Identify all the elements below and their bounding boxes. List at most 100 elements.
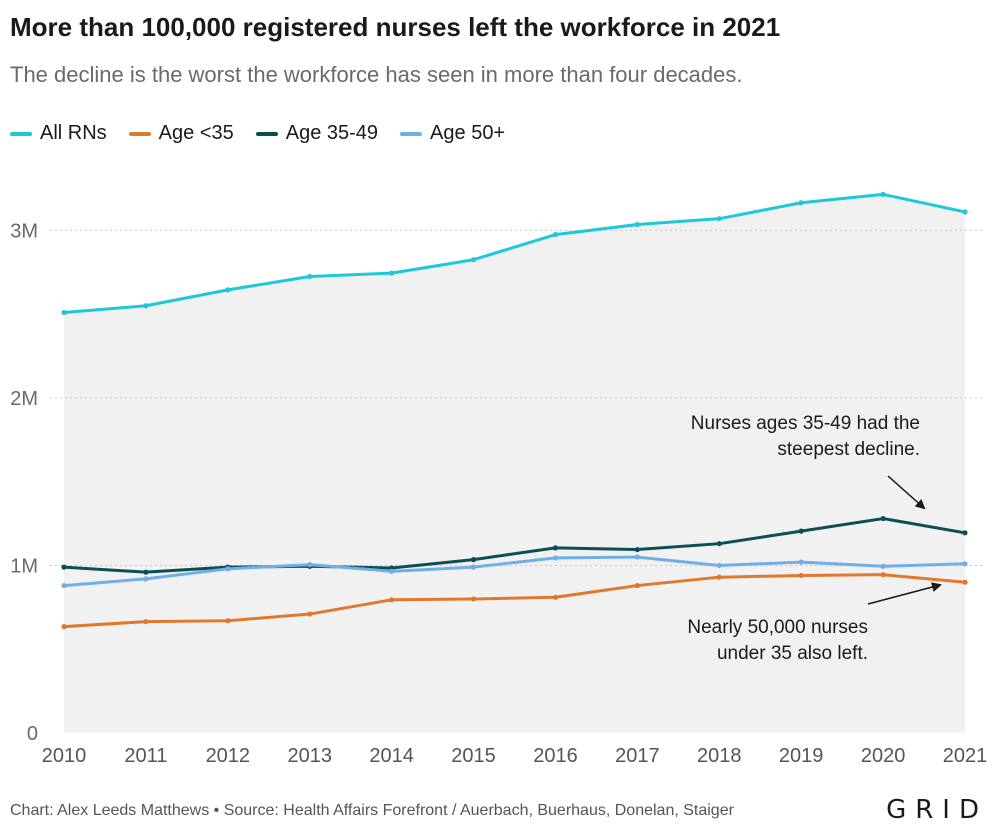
series-layer xyxy=(61,191,968,630)
x-tick-label: 2018 xyxy=(697,745,742,767)
data-point-all-rns xyxy=(61,309,67,316)
legend-item-age-50plus: Age 50+ xyxy=(400,122,505,145)
data-point-age-35 xyxy=(552,594,559,600)
legend-swatch-age-50plus xyxy=(400,131,423,136)
data-point-age-35 xyxy=(61,624,67,630)
data-point-age-50 xyxy=(634,554,640,560)
data-point-all-rns xyxy=(552,231,559,238)
data-point-all-rns xyxy=(470,257,477,263)
axis-layer: 0 1M 2M 3M 2010 2011 2012 2013 2014 2015 2016 2017 2… xyxy=(10,220,987,767)
data-point-age-50 xyxy=(880,563,886,569)
series-line-age-50 xyxy=(62,555,967,588)
x-tick-label: 2015 xyxy=(451,745,496,767)
x-tick-label: 2017 xyxy=(615,745,660,767)
y-tick-label: 1M xyxy=(10,555,38,577)
area-layer xyxy=(64,194,965,733)
data-point-age-35 xyxy=(143,618,149,625)
annotation-top-line-2: steepest decline. xyxy=(777,439,920,460)
data-point-age-50 xyxy=(61,582,67,589)
annotation-arrow-top xyxy=(887,475,926,510)
area-fill-all-rns xyxy=(64,194,965,733)
data-point-all-rns xyxy=(225,287,231,293)
chart-title: More than 100,000 registered nurses left… xyxy=(10,12,781,42)
data-point-age-35-49 xyxy=(552,545,559,551)
data-point-all-rns xyxy=(798,200,804,206)
legend-label-age-lt35: Age <35 xyxy=(158,122,234,144)
data-point-age-50 xyxy=(225,566,231,572)
series-age-35-49 xyxy=(61,515,968,575)
chart-footer: Chart: Alex Leeds Matthews • Source: Hea… xyxy=(10,802,734,819)
annotation-top-line-1: Nurses ages 35-49 had the xyxy=(690,413,920,434)
data-point-all-rns xyxy=(307,273,313,280)
legend-item-age-lt35: Age <35 xyxy=(128,122,234,145)
x-tick-label: 2016 xyxy=(533,745,578,767)
data-point-age-35 xyxy=(225,618,231,624)
x-tick-label: 2012 xyxy=(206,745,251,767)
legend-swatch-age-35-49 xyxy=(255,131,278,136)
x-tick-label: 2021 xyxy=(943,745,988,767)
series-line-age-35-49 xyxy=(62,517,967,574)
series-line-age-35 xyxy=(62,573,967,629)
annotation-bottom-line-2: under 35 also left. xyxy=(716,643,868,664)
annotation-top: Nurses ages 35-49 had the steepest decli… xyxy=(691,411,920,463)
data-point-all-rns xyxy=(389,270,395,276)
x-tick-label: 2011 xyxy=(124,745,167,767)
data-point-age-50 xyxy=(716,562,722,569)
data-point-age-35 xyxy=(962,579,968,585)
legend-item-all-rns: All RNs xyxy=(10,122,107,145)
y-tick-label: 0 xyxy=(27,723,38,745)
annotation-bottom-line-1: Nearly 50,000 nurses xyxy=(687,617,868,638)
data-point-age-35-49 xyxy=(470,557,477,563)
x-tick-label: 2014 xyxy=(369,745,414,767)
data-point-all-rns xyxy=(634,221,640,228)
data-point-age-35 xyxy=(470,596,477,602)
data-point-age-50 xyxy=(798,559,804,565)
legend: All RNs Age <35 Age 35-49 Age 50+ xyxy=(10,122,505,145)
legend-item-age-35-49: Age 35-49 xyxy=(255,122,379,145)
legend-swatch-all-rns xyxy=(10,131,32,136)
data-point-age-35-49 xyxy=(143,569,149,575)
data-point-age-35-49 xyxy=(962,530,968,536)
data-point-age-50 xyxy=(389,568,395,574)
series-all-rns xyxy=(61,191,968,316)
data-point-age-50 xyxy=(552,555,559,561)
grid-layer xyxy=(50,229,985,566)
data-point-age-50 xyxy=(307,562,313,568)
data-point-age-35 xyxy=(716,574,722,580)
series-age-50 xyxy=(61,554,968,589)
data-point-age-50 xyxy=(470,564,477,570)
data-point-age-35 xyxy=(634,582,640,589)
data-point-age-35 xyxy=(880,572,886,578)
data-point-all-rns xyxy=(143,303,149,309)
data-point-all-rns xyxy=(716,216,722,222)
data-point-all-rns xyxy=(962,209,968,215)
x-tick-label: 2019 xyxy=(779,745,824,767)
annotation-bottom: Nearly 50,000 nurses under 35 also left. xyxy=(687,615,868,667)
legend-label-all-rns: All RNs xyxy=(40,122,107,144)
data-point-age-50 xyxy=(962,561,968,567)
data-point-age-50 xyxy=(143,576,149,582)
legend-label-age-35-49: Age 35-49 xyxy=(285,122,379,144)
data-point-age-35-49 xyxy=(880,515,886,522)
legend-label-age-50plus: Age 50+ xyxy=(430,122,506,144)
grid-logo: GRID xyxy=(886,795,988,825)
x-tick-label: 2020 xyxy=(861,745,906,767)
chart-subtitle: The decline is the worst the workforce h… xyxy=(10,62,743,87)
data-point-age-35 xyxy=(389,597,395,603)
x-tick-label: 2013 xyxy=(287,745,332,767)
data-point-all-rns xyxy=(880,191,886,197)
data-point-age-35-49 xyxy=(61,564,67,570)
y-tick-label: 3M xyxy=(10,220,38,242)
x-tick-label: 2010 xyxy=(42,745,87,767)
series-line-all-rns xyxy=(62,192,967,314)
annotation-arrow-bottom xyxy=(867,582,942,605)
data-point-age-35 xyxy=(307,611,313,617)
data-point-age-35-49 xyxy=(634,546,640,553)
data-point-age-35 xyxy=(798,572,804,579)
data-point-age-35-49 xyxy=(716,541,722,547)
legend-swatch-age-lt35 xyxy=(128,131,151,136)
series-age-35 xyxy=(61,572,968,630)
y-tick-label: 2M xyxy=(10,388,38,410)
data-point-age-35-49 xyxy=(798,528,804,534)
